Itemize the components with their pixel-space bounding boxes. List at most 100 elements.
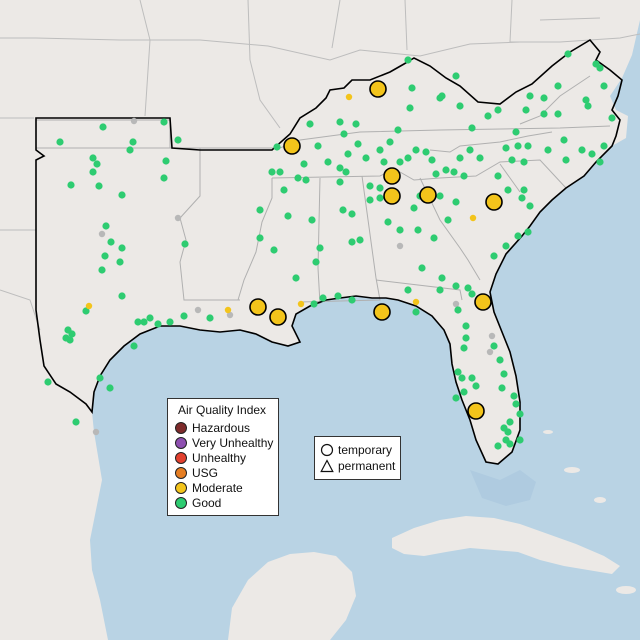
good-monitor xyxy=(166,318,174,326)
good-monitor xyxy=(452,198,460,206)
good-monitor xyxy=(564,50,572,58)
good-monitor xyxy=(319,294,327,302)
good-monitor xyxy=(468,374,476,382)
good-monitor xyxy=(462,334,470,342)
good-monitor xyxy=(106,384,114,392)
good-monitor xyxy=(562,156,570,164)
good-monitor xyxy=(99,123,107,131)
legend-title: Air Quality Index xyxy=(178,403,267,417)
good-monitor xyxy=(430,234,438,242)
legend-label: Unhealthy xyxy=(192,451,247,465)
usg-swatch xyxy=(175,467,187,479)
good-monitor xyxy=(490,252,498,260)
good-monitor xyxy=(508,156,516,164)
unhealthy-swatch xyxy=(175,452,187,464)
good-monitor xyxy=(270,246,278,254)
inactive-monitor xyxy=(174,214,182,222)
good-monitor xyxy=(206,314,214,322)
good-monitor xyxy=(514,142,522,150)
good-monitor xyxy=(334,292,342,300)
moderate-temporary-monitor xyxy=(383,167,401,185)
good-monitor xyxy=(256,206,264,214)
good-monitor xyxy=(460,388,468,396)
good-monitor xyxy=(362,154,370,162)
good-monitor xyxy=(302,176,310,184)
good-monitor xyxy=(404,154,412,162)
good-monitor xyxy=(582,96,590,104)
good-monitor xyxy=(396,158,404,166)
legend-label: Hazardous xyxy=(192,421,251,435)
moderate-temporary-monitor xyxy=(373,303,391,321)
moderate-monitor xyxy=(469,214,477,222)
good-monitor xyxy=(494,106,502,114)
legend-item-good: Good xyxy=(175,496,221,510)
good-monitor xyxy=(348,296,356,304)
good-monitor xyxy=(376,184,384,192)
good-monitor xyxy=(462,322,470,330)
good-monitor xyxy=(588,150,596,158)
good-monitor xyxy=(162,157,170,165)
good-monitor xyxy=(256,234,264,242)
hazardous-swatch xyxy=(175,422,187,434)
moderate-temporary-monitor xyxy=(383,187,401,205)
good-monitor xyxy=(316,244,324,252)
moderate-monitor xyxy=(345,93,353,101)
good-monitor xyxy=(129,138,137,146)
good-monitor xyxy=(512,128,520,136)
good-monitor xyxy=(68,330,76,338)
inactive-sites xyxy=(92,117,496,436)
good-monitor xyxy=(314,142,322,150)
good-monitor xyxy=(44,378,52,386)
good-monitor xyxy=(578,146,586,154)
good-monitor xyxy=(300,160,308,168)
state-borders-outer xyxy=(0,0,640,331)
good-monitor xyxy=(67,181,75,189)
good-monitor xyxy=(412,308,420,316)
good-monitor xyxy=(98,266,106,274)
good-monitor xyxy=(412,146,420,154)
good-monitor xyxy=(160,118,168,126)
good-monitor xyxy=(376,146,384,154)
moderate-swatch xyxy=(175,482,187,494)
good-monitor xyxy=(340,130,348,138)
legend-permanent: permanent xyxy=(320,458,395,474)
good-monitor xyxy=(504,428,512,436)
legend-item-hazardous: Hazardous xyxy=(175,421,250,435)
good-monitor xyxy=(458,374,466,382)
good-monitor xyxy=(596,158,604,166)
moderate-temporary-monitor xyxy=(269,308,287,326)
good-monitor xyxy=(312,258,320,266)
good-monitor xyxy=(600,142,608,150)
good-monitor xyxy=(460,172,468,180)
good-monitor xyxy=(140,318,148,326)
good-monitor xyxy=(404,56,412,64)
good-monitor xyxy=(432,170,440,178)
good-monitor xyxy=(540,110,548,118)
inactive-monitor xyxy=(130,117,138,125)
good-monitor xyxy=(306,120,314,128)
moderate-small-sites xyxy=(85,93,477,314)
permanent-label: permanent xyxy=(338,459,396,473)
good-monitor xyxy=(348,238,356,246)
good-monitor xyxy=(506,418,514,426)
good-monitor xyxy=(460,344,468,352)
good-monitor xyxy=(496,356,504,364)
good-monitor xyxy=(336,178,344,186)
legend-label: Good xyxy=(192,496,222,510)
good-monitor xyxy=(464,284,472,292)
good-monitor xyxy=(472,382,480,390)
good-monitor xyxy=(524,228,532,236)
good-monitor xyxy=(524,142,532,150)
good-monitor xyxy=(118,191,126,199)
good-monitor xyxy=(444,216,452,224)
good-monitor xyxy=(118,244,126,252)
inactive-monitor xyxy=(92,428,100,436)
good-monitor xyxy=(502,242,510,250)
good-monitor xyxy=(376,194,384,202)
moderate-temporary-monitor xyxy=(474,293,492,311)
good-monitor xyxy=(339,206,347,214)
good-monitor xyxy=(468,124,476,132)
good-monitor xyxy=(436,286,444,294)
good-monitor xyxy=(518,194,526,202)
